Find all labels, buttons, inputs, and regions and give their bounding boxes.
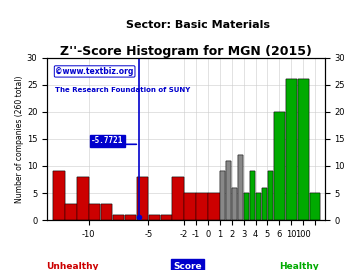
Text: Sector: Basic Materials: Sector: Basic Materials xyxy=(126,20,270,30)
Bar xyxy=(101,204,112,220)
Bar xyxy=(286,79,297,220)
Bar xyxy=(244,193,249,220)
Bar xyxy=(65,204,77,220)
Bar xyxy=(53,171,65,220)
Bar xyxy=(137,177,148,220)
Bar xyxy=(250,171,255,220)
Bar xyxy=(220,171,225,220)
Text: The Research Foundation of SUNY: The Research Foundation of SUNY xyxy=(55,87,191,93)
Y-axis label: Number of companies (260 total): Number of companies (260 total) xyxy=(15,75,24,203)
Bar xyxy=(53,171,65,220)
Title: Z''-Score Histogram for MGN (2015): Z''-Score Histogram for MGN (2015) xyxy=(60,45,312,58)
Bar xyxy=(137,177,148,220)
Bar xyxy=(161,215,172,220)
Bar xyxy=(232,188,237,220)
Bar xyxy=(274,112,285,220)
Bar xyxy=(298,79,309,220)
Bar xyxy=(220,171,225,220)
Text: Score: Score xyxy=(173,262,202,270)
Bar xyxy=(298,79,309,220)
Bar xyxy=(101,204,112,220)
Bar xyxy=(286,79,297,220)
Bar xyxy=(113,215,124,220)
Bar xyxy=(196,193,208,220)
Bar xyxy=(256,193,261,220)
Bar xyxy=(244,193,249,220)
Bar xyxy=(238,155,243,220)
Bar xyxy=(310,193,320,220)
Bar xyxy=(172,177,184,220)
Bar xyxy=(77,177,89,220)
Bar xyxy=(172,177,184,220)
Bar xyxy=(149,215,160,220)
Text: -5.7721: -5.7721 xyxy=(91,136,123,145)
Bar xyxy=(226,161,231,220)
Bar xyxy=(125,215,136,220)
Bar xyxy=(196,193,208,220)
Bar xyxy=(310,193,320,220)
Bar xyxy=(232,188,237,220)
Bar xyxy=(65,204,77,220)
Text: Unhealthy: Unhealthy xyxy=(46,262,98,270)
Bar xyxy=(149,215,160,220)
Bar xyxy=(184,193,196,220)
Text: Healthy: Healthy xyxy=(279,262,319,270)
Bar xyxy=(208,193,220,220)
Bar xyxy=(268,171,273,220)
Bar xyxy=(262,188,267,220)
Bar xyxy=(184,193,196,220)
Bar xyxy=(268,171,273,220)
Bar xyxy=(161,215,172,220)
Bar xyxy=(125,215,136,220)
Bar xyxy=(250,171,255,220)
Bar xyxy=(77,177,89,220)
Bar xyxy=(274,112,285,220)
Bar xyxy=(262,188,267,220)
Bar xyxy=(208,193,220,220)
Bar xyxy=(238,155,243,220)
Bar xyxy=(226,161,231,220)
Text: ©www.textbiz.org: ©www.textbiz.org xyxy=(55,67,134,76)
Bar xyxy=(89,204,100,220)
Bar xyxy=(256,193,261,220)
Bar xyxy=(113,215,124,220)
Bar xyxy=(89,204,100,220)
